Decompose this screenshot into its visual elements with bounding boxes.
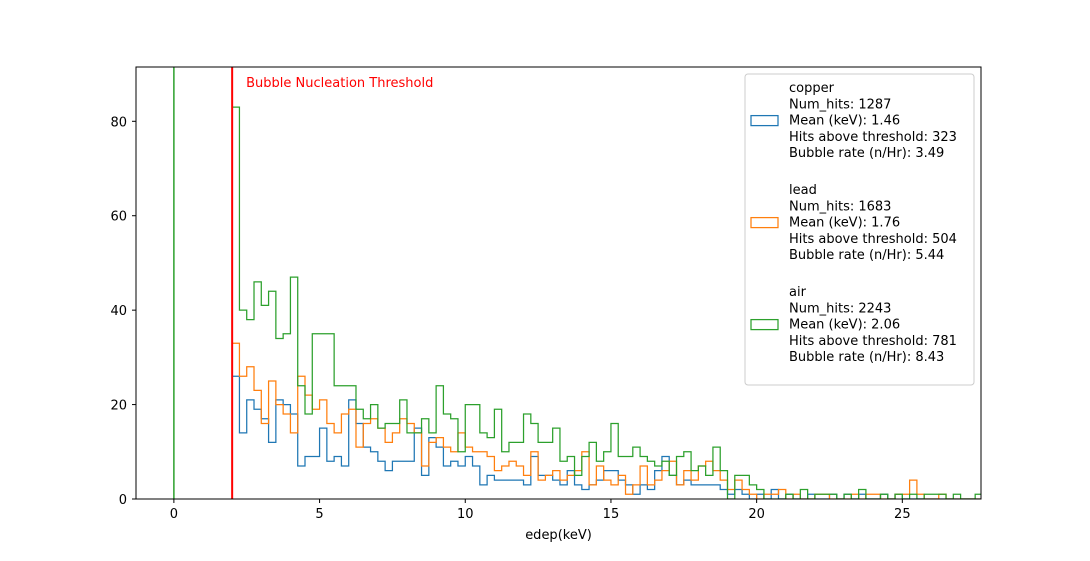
legend-text: Mean (keV): 2.06 — [789, 318, 900, 333]
x-tick-label: 15 — [603, 507, 620, 522]
x-tick-label: 10 — [457, 507, 474, 522]
x-tick-label: 5 — [315, 507, 323, 522]
legend-text: Hits above threshold: 781 — [789, 334, 957, 349]
legend-text: Hits above threshold: 323 — [789, 130, 957, 145]
axes-frame — [135, 66, 982, 500]
y-tick-label: 60 — [110, 210, 127, 225]
legend-swatch-lead — [750, 216, 779, 229]
legend-text: lead — [789, 183, 817, 198]
y-tick-label: 0 — [119, 493, 127, 508]
y-tick-label: 80 — [110, 115, 127, 130]
legend-text: Num_hits: 2243 — [789, 301, 891, 316]
legend-text: Hits above threshold: 504 — [789, 232, 957, 247]
legend-text: Mean (keV): 1.76 — [789, 216, 900, 231]
x-axis-label: edep(keV) — [525, 528, 592, 543]
legend-text: air — [789, 285, 807, 300]
y-tick-label: 40 — [110, 304, 127, 319]
x-tick-label: 25 — [894, 507, 911, 522]
histogram-air — [231, 106, 981, 499]
legend-text: Num_hits: 1287 — [789, 97, 891, 112]
legend-text: Num_hits: 1683 — [789, 199, 891, 214]
x-tick-label: 0 — [170, 507, 178, 522]
x-tick-label: 20 — [748, 507, 765, 522]
histogram-lead — [231, 342, 981, 499]
legend-text: copper — [789, 81, 835, 96]
plot-area — [173, 67, 981, 499]
legend-box — [744, 73, 975, 386]
y-tick-label: 20 — [110, 399, 127, 414]
legend-text: Bubble rate (n/Hr): 8.43 — [789, 350, 944, 365]
axes: 0 5 10 15 20 25 0 20 40 60 80 — [110, 66, 982, 522]
legend-text: Mean (keV): 1.46 — [789, 114, 900, 129]
legend-swatch-air — [750, 318, 779, 331]
legend-text: Bubble rate (n/Hr): 5.44 — [789, 248, 944, 263]
legend-text: Bubble rate (n/Hr): 3.49 — [789, 146, 944, 161]
legend-swatch-copper — [750, 114, 779, 127]
threshold-label: Bubble Nucleation Threshold — [246, 76, 433, 91]
